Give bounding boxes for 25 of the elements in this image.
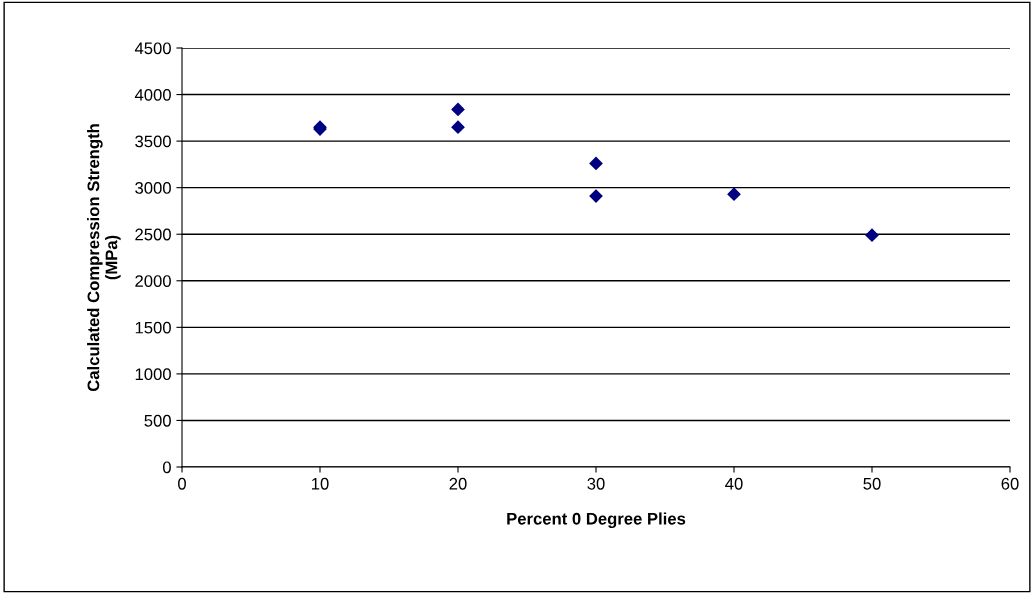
- y-tick-label: 4000: [134, 88, 171, 101]
- x-axis-title: Percent 0 Degree Plies: [507, 512, 686, 529]
- x-tick-label: 60: [1001, 477, 1019, 490]
- point: [451, 102, 465, 117]
- y-tick-label: 500: [144, 414, 171, 427]
- point: [451, 120, 465, 134]
- y-tick-label: 4500: [134, 42, 171, 55]
- y-tick-label: 2000: [135, 275, 171, 287]
- x-tick-label: 50: [863, 477, 881, 490]
- x-tick-label: 30: [587, 477, 605, 490]
- y-tick-label: 1500: [135, 321, 171, 334]
- y-tick-label: 3500: [135, 135, 171, 148]
- y-axis-title: Calculated Compression Strength (MPa): [87, 124, 121, 392]
- x-tick-label: 0: [178, 477, 186, 490]
- x-tick-label: 40: [725, 477, 743, 490]
- x-tick-label: 20: [449, 477, 467, 490]
- y-tick-label: 2500: [135, 228, 171, 241]
- point: [589, 156, 603, 171]
- point: [865, 228, 879, 242]
- point: [589, 189, 603, 203]
- y-tick-label: 1000: [135, 368, 171, 381]
- y-tick-label: 3000: [135, 182, 171, 194]
- y-tick-label: 0: [162, 461, 171, 474]
- x-tick-label: 10: [312, 477, 329, 490]
- point: [727, 187, 741, 201]
